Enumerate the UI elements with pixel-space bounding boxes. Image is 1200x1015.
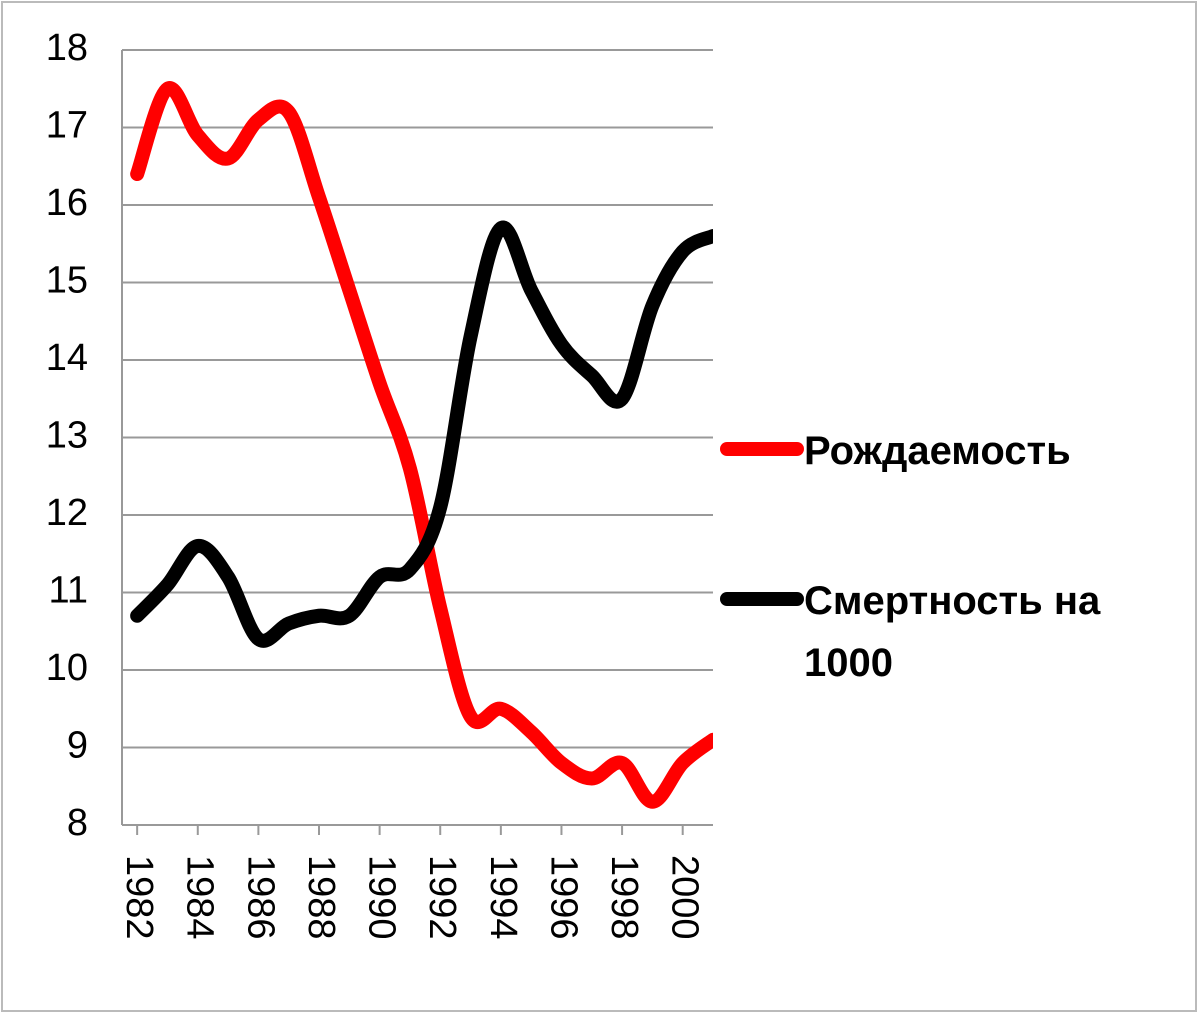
x-tick-label: 1982 xyxy=(118,855,160,940)
legend-swatch xyxy=(720,442,804,456)
y-tick-label: 10 xyxy=(46,647,88,689)
y-tick-label: 9 xyxy=(67,725,88,767)
y-tick-label: 16 xyxy=(46,182,88,224)
x-tick-label: 1990 xyxy=(361,855,403,940)
legend-item: Рождаемость xyxy=(720,420,1180,482)
y-tick-label: 15 xyxy=(46,260,88,302)
x-tick-label: 1996 xyxy=(542,855,584,940)
y-tick-label: 8 xyxy=(67,802,88,844)
x-tick-label: 1984 xyxy=(179,855,221,940)
y-tick-label: 14 xyxy=(46,337,88,379)
legend-item: Смертность на 1000 xyxy=(720,570,1180,694)
legend-label: Рождаемость xyxy=(804,429,1071,473)
x-tick-label: 1986 xyxy=(239,855,281,940)
series-line xyxy=(130,220,713,648)
legend-swatch xyxy=(720,592,804,606)
y-tick-label: 12 xyxy=(46,492,88,534)
y-tick-label: 11 xyxy=(49,570,88,612)
legend-label: Смертность на 1000 xyxy=(804,579,1101,685)
x-tick-label: 1998 xyxy=(603,855,645,940)
x-tick-label: 1988 xyxy=(300,855,342,940)
series-line xyxy=(130,81,713,809)
y-tick-label: 17 xyxy=(46,105,88,147)
y-tick-label: 13 xyxy=(46,415,88,457)
x-tick-label: 1994 xyxy=(482,855,524,940)
x-tick-label: 2000 xyxy=(664,855,706,940)
x-tick-label: 1992 xyxy=(421,855,463,940)
y-tick-label: 18 xyxy=(46,27,88,69)
